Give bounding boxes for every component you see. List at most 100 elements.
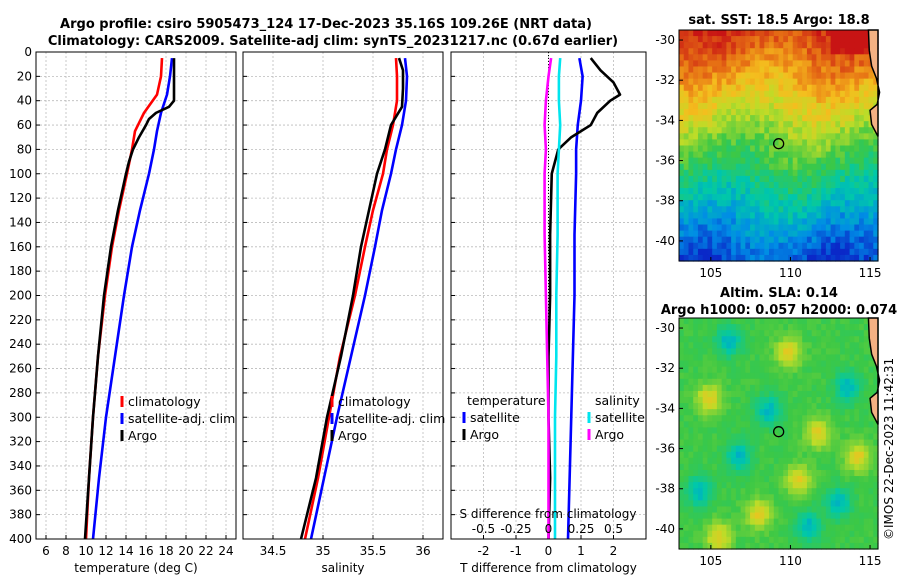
map-cell — [787, 36, 794, 43]
map-cell — [740, 102, 746, 110]
map-cell — [873, 506, 879, 514]
map-cell — [707, 145, 713, 153]
map-cell — [854, 348, 860, 356]
map-cell — [816, 372, 822, 380]
map-cell — [787, 536, 794, 544]
map-cell — [830, 463, 836, 471]
map-cell — [868, 378, 874, 386]
map-cell — [750, 242, 756, 250]
map-cell — [802, 469, 808, 477]
map-cell — [769, 200, 775, 207]
map-cell — [821, 218, 827, 226]
map-cell — [745, 54, 751, 61]
map-cell — [721, 506, 727, 514]
map-cell — [797, 457, 803, 465]
map-cell — [769, 133, 775, 141]
map-cell — [683, 139, 690, 147]
map-cell — [868, 218, 874, 226]
map-cell — [868, 169, 874, 177]
map-cell — [825, 151, 832, 159]
map-cell — [821, 354, 827, 362]
map-cell — [735, 390, 742, 398]
map-cell — [683, 115, 690, 122]
map-cell — [679, 78, 685, 86]
map-cell — [844, 218, 851, 226]
map-cell — [726, 482, 732, 489]
map-cell — [806, 348, 813, 356]
map-cell — [693, 482, 699, 489]
map-cell — [735, 36, 742, 43]
map-cell — [849, 476, 855, 483]
map-cell — [802, 127, 808, 134]
map-cell — [802, 518, 808, 526]
map-cell — [731, 133, 737, 141]
map-cell — [731, 427, 737, 435]
map-cell — [702, 372, 709, 380]
map-cell — [740, 506, 746, 514]
map-cell — [679, 60, 685, 68]
map-cell — [721, 121, 727, 128]
map-cell — [868, 366, 874, 374]
map-cell — [750, 151, 756, 159]
map-cell — [707, 96, 713, 104]
map-cell — [868, 421, 874, 429]
map-cell — [697, 360, 704, 368]
map-cell — [863, 342, 870, 349]
map-cell — [712, 530, 718, 538]
map-cell — [863, 439, 870, 447]
map-cell — [769, 163, 775, 171]
map-cell — [769, 84, 775, 92]
map-cell — [797, 415, 803, 422]
map-cell — [740, 96, 746, 104]
map-cell — [773, 109, 780, 116]
map-cell — [769, 360, 775, 368]
map-cell — [868, 151, 874, 159]
map-cell — [721, 254, 727, 262]
map-cell — [716, 212, 723, 220]
map-cell — [806, 96, 813, 104]
map-cell — [679, 224, 685, 232]
map-cell — [769, 48, 775, 55]
map-cell — [835, 439, 841, 447]
map-cell — [726, 42, 732, 49]
map-cell — [868, 248, 874, 256]
map-cell — [745, 409, 751, 416]
map-cell — [849, 48, 855, 55]
map-cell — [787, 66, 794, 74]
map-cell — [816, 439, 822, 447]
map-cell — [806, 72, 813, 80]
map-cell — [844, 188, 851, 195]
map-cell — [863, 90, 870, 98]
map-cell — [811, 48, 818, 55]
map-cell — [726, 66, 732, 74]
map-cell — [873, 151, 879, 159]
map-cell — [811, 318, 818, 325]
map-cell — [778, 439, 784, 447]
map-cell — [735, 175, 742, 183]
map-cell — [797, 145, 803, 153]
map-cell — [821, 102, 827, 110]
map-cell — [726, 390, 732, 398]
map-cell — [764, 457, 770, 465]
y-tick-label: 240 — [9, 337, 32, 351]
map-cell — [840, 342, 846, 349]
map-frame — [678, 29, 879, 262]
map-cell — [759, 488, 765, 495]
map-cell — [769, 206, 775, 213]
map-cell — [797, 354, 803, 362]
map-cell — [693, 524, 699, 532]
map-cell — [693, 90, 699, 98]
map-cell — [721, 242, 727, 250]
map-cell — [693, 518, 699, 526]
map-cell — [840, 230, 846, 238]
map-cell — [726, 348, 732, 356]
map-cell — [783, 397, 789, 404]
map-cell — [683, 330, 690, 337]
map-cell — [750, 181, 756, 189]
map-cell — [726, 318, 732, 325]
map-cell — [712, 72, 718, 80]
map-cell — [840, 409, 846, 416]
map-cell — [773, 194, 780, 201]
map-cell — [683, 469, 690, 477]
